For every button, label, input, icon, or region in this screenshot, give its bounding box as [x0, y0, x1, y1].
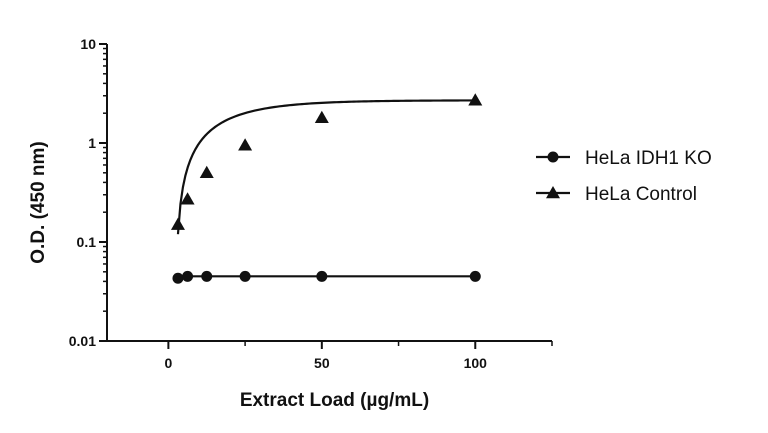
data-point-circle	[239, 270, 251, 282]
data-point-circle	[172, 272, 184, 284]
y-tick-label: 0.1	[77, 234, 97, 250]
y-axis-ticks: 0.01 0.1 1 10	[69, 36, 107, 349]
data-point-circle	[201, 270, 213, 282]
y-tick-label: 10	[80, 36, 96, 52]
data-point-triangle	[180, 192, 195, 205]
plot-area: 0.01 0.1 1 10 0 50 100	[69, 36, 553, 371]
data-point-triangle	[170, 217, 185, 230]
data-point-triangle	[199, 165, 214, 179]
fit-curve	[176, 99, 476, 235]
data-point-triangle	[468, 93, 483, 106]
legend-item: HeLa Control	[536, 184, 697, 205]
legend-circle-marker	[547, 151, 559, 163]
legend: HeLa IDH1 KO HeLa Control	[536, 148, 712, 205]
legend-label: HeLa Control	[585, 184, 697, 205]
series-1	[172, 270, 481, 284]
legend-label: HeLa IDH1 KO	[585, 148, 712, 169]
data-point-triangle	[238, 138, 253, 151]
y-tick-label: 1	[88, 135, 96, 151]
data-point-triangle	[314, 110, 329, 123]
x-tick-label: 0	[164, 355, 172, 371]
data-point-circle	[316, 270, 328, 282]
x-axis-ticks: 0 50 100	[164, 341, 553, 371]
series-layer	[170, 93, 483, 284]
x-axis-title: Extract Load (µg/mL)	[240, 390, 429, 411]
y-tick-label: 0.01	[69, 333, 96, 349]
legend-item: HeLa IDH1 KO	[536, 148, 712, 169]
y-axis-title: O.D. (450 nm)	[28, 141, 49, 263]
x-tick-label: 100	[464, 355, 488, 371]
series-2	[170, 93, 483, 235]
data-point-circle	[182, 270, 194, 282]
data-point-circle	[469, 270, 481, 282]
x-tick-label: 50	[314, 355, 330, 371]
legend-triangle-marker	[546, 186, 560, 199]
